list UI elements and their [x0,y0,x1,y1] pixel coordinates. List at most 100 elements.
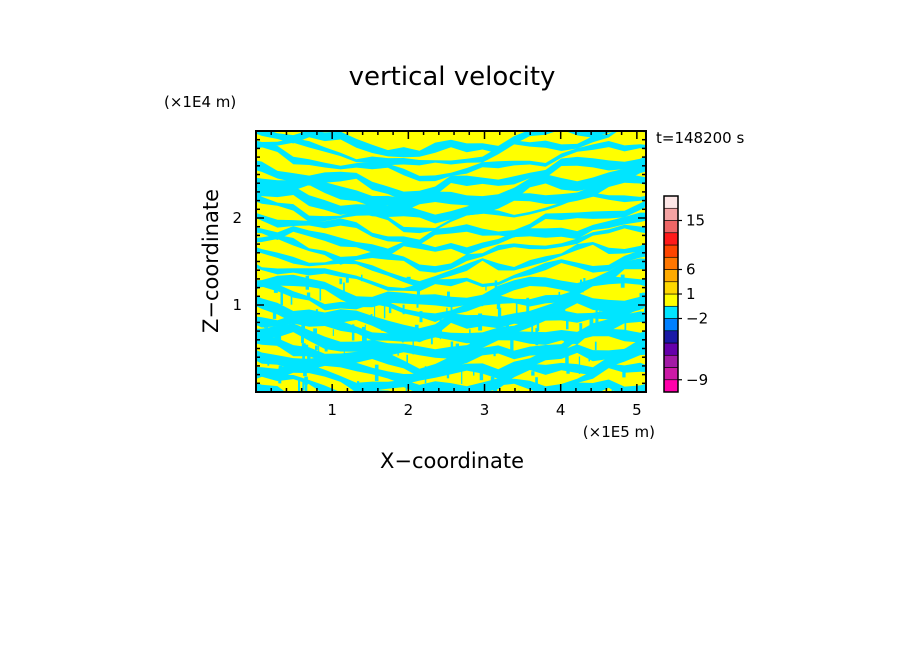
negative-fleck [558,291,561,307]
negative-fleck [479,364,484,381]
negative-fleck [493,347,496,357]
axis-ticks [256,131,646,392]
negative-fleck [332,329,334,336]
negative-fleck [572,337,574,345]
negative-fleck [315,353,318,365]
negative-fleck [578,356,581,374]
negative-fleck [536,321,539,329]
negative-fleck [290,293,293,305]
negative-fleck [267,360,270,366]
negative-band [256,249,646,292]
negative-fleck [401,334,404,343]
negative-fleck [622,369,626,378]
negative-fleck [345,275,349,283]
colorbar-level [663,256,679,270]
negative-band [256,141,646,182]
colorbar-level [663,318,679,332]
x-tick-label: 4 [556,401,566,419]
z-axis-label: Z−coordinate [199,189,223,333]
z-unit-label: (×1E4 m) [164,93,236,111]
negative-fleck [459,318,462,326]
colorbar-level [663,330,679,344]
colorbar-level [663,195,679,209]
x-tick-label: 5 [632,401,642,419]
negative-fleck [416,282,420,295]
negative-fleck [298,378,301,392]
negative-band [256,192,646,234]
negative-fleck [364,336,367,342]
negative-fleck [351,324,355,341]
colorbar-level [663,244,679,258]
negative-fleck [630,334,634,341]
negative-fleck [307,355,311,369]
negative-fleck [301,324,305,338]
negative-fleck [397,346,399,356]
negative-fleck [318,345,320,358]
negative-fleck [450,341,454,354]
negative-fleck [494,280,498,294]
negative-fleck [489,297,493,303]
negative-band [256,292,646,343]
negative-fleck [588,356,590,362]
colorbar-level [663,293,679,307]
negative-fleck [446,307,448,325]
negative-fleck [304,344,309,355]
colorbar-level [663,342,679,356]
negative-fleck [362,326,365,345]
negative-fleck [390,344,393,359]
colorbar-level [663,281,679,295]
negative-fleck [450,300,453,315]
negative-fleck [485,285,487,291]
negative-fleck [388,298,392,314]
negative-band [256,200,646,245]
negative-fleck [405,384,407,392]
negative-fleck [599,310,601,316]
colorbar-level [663,220,679,234]
negative-fleck [497,307,502,322]
negative-fleck [439,317,442,324]
colorbar [663,195,682,393]
negative-fleck [562,315,567,321]
negative-fleck [446,368,450,379]
negative-fleck [357,381,360,392]
negative-fleck [594,341,597,351]
negative-fleck [589,315,594,332]
negative-fleck [303,365,307,375]
negative-fleck [293,322,295,333]
negative-fleck [595,318,599,334]
negative-band [256,258,646,308]
colorbar-level [663,305,679,319]
negative-fleck [439,328,441,340]
negative-fleck [510,336,514,351]
negative-fleck [339,278,343,285]
negative-fleck [313,328,317,334]
negative-fleck [383,301,386,319]
negative-fleck [277,332,282,347]
negative-fleck [566,365,570,374]
negative-fleck [531,318,534,336]
colorbar-tick-label: 15 [686,212,705,230]
negative-fleck [455,343,459,352]
negative-fleck [639,293,644,309]
x-axis-label: X−coordinate [380,449,524,473]
x-tick-label: 1 [327,401,337,419]
negative-band [256,379,646,392]
negative-band [256,362,646,392]
negative-fleck [461,369,463,384]
negative-fleck [374,364,379,382]
negative-fleck [381,325,385,331]
negative-fleck [478,313,483,331]
negative-fleck [412,337,414,355]
negative-fleck [343,282,345,296]
negative-fleck [406,276,411,282]
negative-fleck [315,345,318,351]
negative-fleck [496,303,501,309]
negative-fleck [473,369,475,376]
negative-fleck [542,388,546,392]
negative-fleck [565,348,569,366]
negative-fleck [278,378,282,384]
colorbar-tick-label: 6 [686,261,696,279]
negative-fleck [507,314,509,321]
negative-fleck [343,346,345,360]
negative-band [256,155,646,201]
